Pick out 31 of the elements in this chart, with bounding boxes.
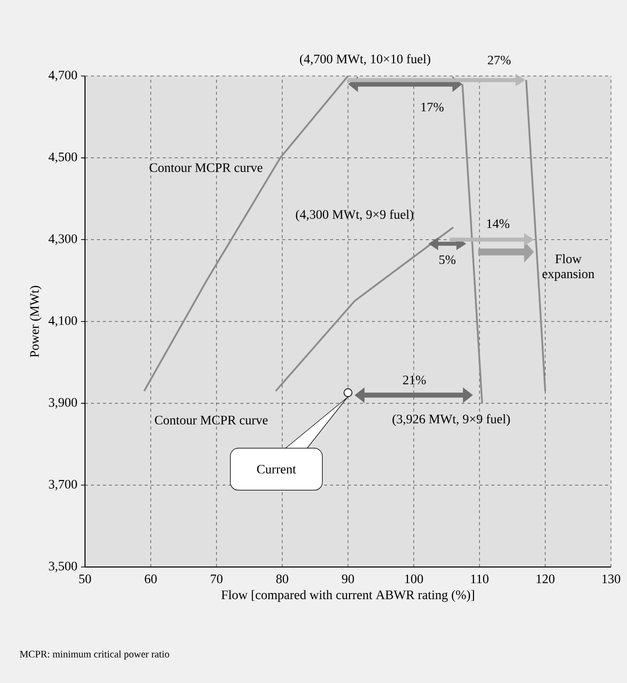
annotation: Contour MCPR curve bbox=[150, 163, 262, 172]
y-tick-label: 4,100 bbox=[48, 316, 78, 327]
x-tick-label: 90 bbox=[342, 574, 354, 584]
y-tick-label: 3,900 bbox=[48, 398, 78, 409]
y-tick-label: 3,700 bbox=[48, 480, 78, 490]
y-axis-title: Power (MWt) bbox=[30, 286, 42, 358]
x-tick-label: 80 bbox=[276, 574, 288, 584]
y-tick-label: 4,500 bbox=[48, 152, 78, 164]
x-axis-title: Flow [compared with current ABWR rating (%)] bbox=[221, 590, 474, 602]
y-tick-label: 3,500 bbox=[48, 562, 78, 572]
annotation: (4,300 MWt, 9×9 fuel) bbox=[296, 210, 414, 222]
x-tick-label: 100 bbox=[405, 574, 423, 584]
annotation: Contour MCPR curve bbox=[154, 416, 268, 424]
x-tick-label: 130 bbox=[602, 574, 620, 584]
annotation: Current bbox=[257, 464, 296, 474]
annotation: 5% bbox=[439, 255, 456, 264]
y-tick-label: 4,700 bbox=[48, 70, 78, 82]
x-tick-label: 110 bbox=[471, 574, 488, 584]
annotation: Flow expansion bbox=[542, 254, 594, 281]
y-tick-label: 4,300 bbox=[48, 234, 78, 245]
x-tick-label: 60 bbox=[144, 574, 157, 584]
annotation: 17% bbox=[421, 102, 444, 112]
annotation: 27% bbox=[488, 56, 511, 64]
text: MCPR: minimum critical power ratio bbox=[20, 650, 170, 660]
annotation: 21% bbox=[403, 376, 426, 384]
x-tick-label: 70 bbox=[210, 574, 222, 584]
text: (4,700 MWt, 10×10 fuel) bbox=[300, 54, 430, 66]
x-tick-label: 50 bbox=[79, 574, 91, 584]
x-tick-label: 120 bbox=[536, 574, 554, 584]
annotation: (3,926 MWt, 9×9 fuel) bbox=[392, 414, 510, 426]
annotation: 14% bbox=[487, 219, 510, 228]
